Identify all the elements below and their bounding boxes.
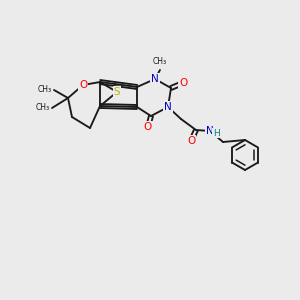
Text: O: O bbox=[179, 78, 187, 88]
Text: O: O bbox=[144, 122, 152, 132]
Text: CH₃: CH₃ bbox=[153, 57, 167, 66]
Text: O: O bbox=[187, 136, 195, 146]
Text: O: O bbox=[79, 80, 87, 90]
Text: N: N bbox=[164, 102, 172, 112]
Text: CH₃: CH₃ bbox=[36, 103, 50, 112]
Text: N: N bbox=[151, 74, 159, 84]
Text: CH₃: CH₃ bbox=[38, 85, 52, 94]
Text: S: S bbox=[114, 87, 120, 97]
Text: N: N bbox=[206, 126, 214, 136]
Text: H: H bbox=[213, 128, 219, 137]
